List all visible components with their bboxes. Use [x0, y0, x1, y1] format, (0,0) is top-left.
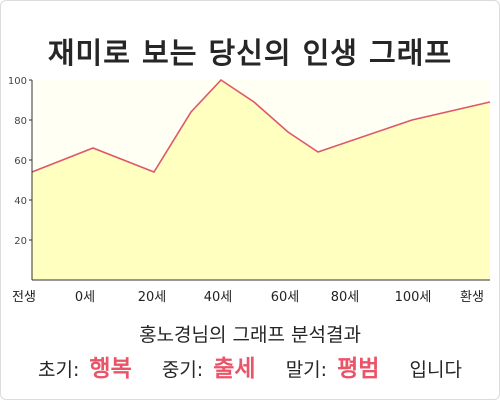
- y-tick-label: 80: [14, 116, 27, 127]
- x-tick-label: 80세: [331, 290, 360, 305]
- early-value: 행복: [89, 356, 132, 382]
- mid-label: 중기:: [161, 359, 204, 381]
- analysis-result: 초기: 행복 중기: 출세 말기: 평범 입니다: [0, 349, 500, 383]
- x-tick-label: 0세: [75, 290, 95, 305]
- mid-value: 출세: [213, 356, 256, 382]
- x-tick-label: 환생: [460, 290, 484, 305]
- y-axis-ticks: 20 40 60 80 100: [8, 76, 32, 247]
- x-tick-label: 60세: [271, 290, 300, 305]
- y-tick-label: 40: [14, 196, 27, 207]
- late-value: 평범: [337, 356, 380, 382]
- analysis-subtitle: 홍노경님의 그래프 분석결과: [139, 324, 361, 346]
- y-tick-label: 60: [14, 156, 27, 167]
- y-tick-label: 100: [8, 76, 27, 87]
- x-tick-label: 100세: [395, 290, 432, 305]
- series-line: [31, 78, 491, 173]
- page-title: 재미로 보는 당신의 인생 그래프: [47, 36, 453, 70]
- late-label: 말기:: [285, 359, 328, 381]
- area-fill: [32, 80, 490, 280]
- result-suffix: 입니다: [409, 359, 462, 381]
- y-tick-label: 20: [14, 236, 27, 247]
- plot-area: [31, 78, 491, 281]
- x-axis-ticks: 전생 0세 20세 40세 60세 80세 100세 환생: [12, 290, 484, 305]
- x-tick-label: 20세: [138, 290, 167, 305]
- x-tick-label: 전생: [12, 290, 36, 305]
- x-tick-label: 40세: [204, 290, 233, 305]
- early-label: 초기:: [38, 359, 80, 381]
